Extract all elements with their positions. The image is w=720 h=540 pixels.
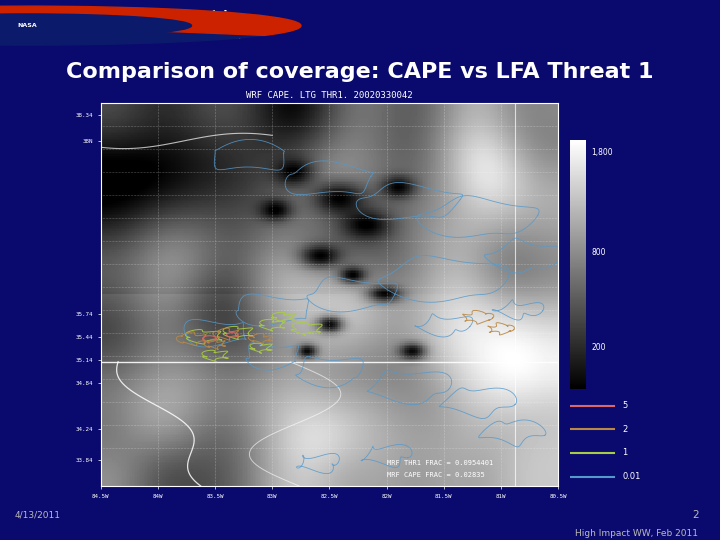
Text: 1,800: 1,800 bbox=[591, 148, 613, 157]
Text: High Impact WW, Feb 2011: High Impact WW, Feb 2011 bbox=[575, 529, 698, 538]
Text: MRF THR1 FRAC = 0.0954401: MRF THR1 FRAC = 0.0954401 bbox=[387, 460, 492, 465]
Circle shape bbox=[0, 6, 301, 45]
Text: National Aeronautics and Space Administration: National Aeronautics and Space Administr… bbox=[59, 32, 240, 42]
Text: Earth-Sun System Division: Earth-Sun System Division bbox=[59, 10, 245, 23]
Circle shape bbox=[0, 14, 192, 37]
Text: 2: 2 bbox=[622, 425, 627, 434]
Text: 800: 800 bbox=[591, 248, 606, 256]
Text: 200: 200 bbox=[591, 342, 606, 352]
Text: 1: 1 bbox=[622, 448, 627, 457]
Text: 5: 5 bbox=[622, 401, 627, 410]
Text: 4/13/2011: 4/13/2011 bbox=[14, 511, 60, 520]
Text: MRF CAPE FRAC = 0.02835: MRF CAPE FRAC = 0.02835 bbox=[387, 472, 485, 478]
Text: Comparison of coverage: CAPE vs LFA Threat 1: Comparison of coverage: CAPE vs LFA Thre… bbox=[66, 62, 654, 82]
Text: 0.01: 0.01 bbox=[622, 472, 641, 481]
Wedge shape bbox=[0, 6, 301, 36]
Text: NASA: NASA bbox=[17, 23, 37, 28]
Title: WRF CAPE. LTG THR1. 20020330042: WRF CAPE. LTG THR1. 20020330042 bbox=[246, 91, 413, 100]
Text: 2: 2 bbox=[692, 510, 698, 521]
